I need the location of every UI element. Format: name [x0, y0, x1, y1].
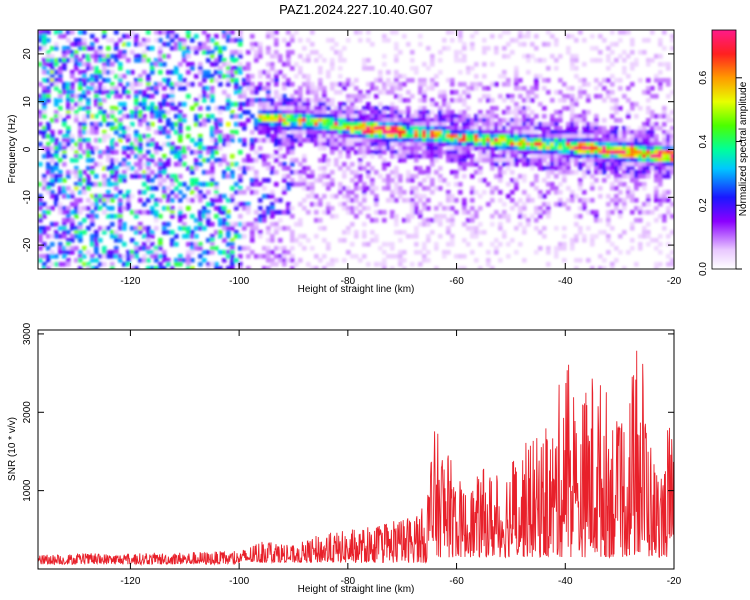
heatmap-cells	[38, 30, 674, 269]
colorbar-tick-label: 0.0	[698, 262, 709, 276]
x-tick-label: -100	[229, 576, 249, 587]
spectrogram-y-label: Frequency (Hz)	[7, 115, 18, 184]
spectrogram-y-ticks: 20 10 0 -10 -20	[22, 48, 674, 252]
snr-panel: -120 -100 -80 -60 -40 -20 1000 2000 3000 Height…	[7, 322, 682, 595]
colorbar-tick-label: 0.6	[698, 70, 709, 84]
spectrogram-x-ticks: -120 -100 -80 -60 -40 -20	[120, 30, 682, 287]
x-tick-label: -120	[120, 276, 140, 287]
x-tick-label: -60	[449, 576, 464, 587]
x-tick-label: -80	[341, 276, 356, 287]
x-tick-label: -60	[449, 276, 464, 287]
y-tick-label: -20	[22, 237, 33, 252]
y-tick-label: 2000	[22, 401, 33, 424]
y-tick-label: 1000	[22, 479, 33, 502]
y-tick-label: 0	[22, 146, 33, 152]
snr-y-label: SNR (10 * v/v)	[7, 417, 18, 481]
spectrogram-panel: -120 -100 -80 -60 -40 -20 20 10 0 -10 -20 Height …	[7, 29, 682, 295]
y-tick-label: 10	[22, 96, 33, 108]
colorbar-label: Normalized spectral amplitude	[738, 81, 749, 216]
spectrogram-x-label: Height of straight line (km)	[298, 284, 415, 295]
x-tick-label: -100	[229, 276, 249, 287]
x-tick-label: -120	[120, 576, 140, 587]
x-tick-label: -20	[667, 576, 682, 587]
colorbar-ticks: 0.0 0.2 0.4 0.6	[698, 70, 742, 276]
colorbar-tick-label: 0.4	[698, 134, 709, 148]
snr-x-label: Height of straight line (km)	[298, 584, 415, 595]
snr-line	[38, 350, 674, 567]
x-tick-label: -40	[558, 576, 573, 587]
snr-y-ticks: 1000 2000 3000	[22, 322, 674, 502]
y-tick-label: 3000	[22, 322, 33, 345]
x-tick-label: -80	[341, 576, 356, 587]
colorbar-tick-label: 0.2	[698, 198, 709, 212]
colorbar-gradient	[711, 29, 737, 270]
figure-title: PAZ1.2024.227.10.40.G07	[279, 2, 433, 17]
snr-x-ticks: -120 -100 -80 -60 -40 -20	[120, 330, 682, 587]
snr-frame	[37, 329, 675, 570]
x-tick-label: -20	[667, 276, 682, 287]
snr-series	[38, 350, 674, 567]
y-tick-label: 20	[22, 48, 33, 60]
x-tick-label: -40	[558, 276, 573, 287]
y-tick-label: -10	[22, 190, 33, 205]
colorbar: 0.0 0.2 0.4 0.6 Normalized spectral amplitu…	[698, 29, 749, 276]
